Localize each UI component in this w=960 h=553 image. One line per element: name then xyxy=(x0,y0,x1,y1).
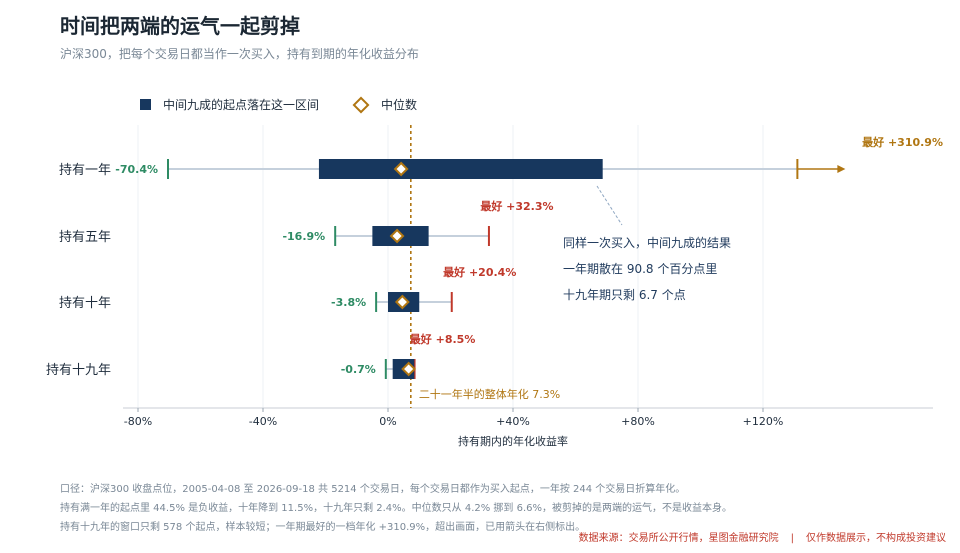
annotation-text: 十九年期只剩 6.7 个点 xyxy=(563,288,686,302)
median-diamond xyxy=(394,294,410,310)
disclaimer-text: 仅作数据展示，不构成投资建议 xyxy=(806,533,946,544)
median-diamond xyxy=(393,161,409,177)
min-value-label: -0.7% xyxy=(341,363,376,376)
source-separator: | xyxy=(790,533,794,544)
legend-median-label: 中位数 xyxy=(381,98,418,112)
max-value-label: 最好 +32.3% xyxy=(480,199,553,213)
min-value-label: -16.9% xyxy=(282,230,325,243)
source-text: 数据来源：交易所公开行情，星图金融研究院 xyxy=(578,533,779,544)
footnote-2: 持有满一年的起点里 44.5% 是负收益，十年降到 11.5%，十九年只剩 2.… xyxy=(60,503,733,514)
x-tick-label: 0% xyxy=(379,415,396,428)
legend-item-box: 中间九成的起点落在这一区间 xyxy=(140,96,319,113)
footnote-1: 口径：沪深300 收盘点位，2005-04-08 至 2026-09-18 共 … xyxy=(60,484,686,495)
median-diamond xyxy=(401,361,417,377)
x-axis-label: 持有期内的年化收益率 xyxy=(458,434,568,448)
x-tick-label: +120% xyxy=(743,415,784,428)
x-tick-label: +40% xyxy=(496,415,530,428)
footnote-3: 持有十九年的窗口只剩 578 个起点，样本较短；一年期最好的一档年化 +310.… xyxy=(60,522,586,533)
max-value-label: 最好 +310.9% xyxy=(862,135,943,149)
category-label: 持有五年 xyxy=(59,230,111,245)
category-label: 持有一年 xyxy=(59,163,111,178)
annotation-text: 同样一次买入，中间九成的结果 xyxy=(563,235,731,250)
legend-item-median: 中位数 xyxy=(352,96,418,113)
reference-line-label: 二十一年半的整体年化 7.3% xyxy=(419,387,560,401)
annotation-leader-line xyxy=(596,185,623,226)
max-value-label: 最好 +20.4% xyxy=(443,265,516,279)
x-tick-label: -40% xyxy=(249,415,277,428)
min-value-label: -3.8% xyxy=(331,296,366,309)
overflow-arrow-icon xyxy=(837,165,846,173)
legend-box-swatch xyxy=(140,99,151,110)
chart-title: 时间把两端的运气一起剪掉 xyxy=(60,14,300,38)
legend: 中间九成的起点落在这一区间 中位数 xyxy=(140,96,453,113)
x-tick-label: +80% xyxy=(621,415,655,428)
iqr-box xyxy=(318,159,603,179)
max-value-label: 最好 +8.5% xyxy=(410,332,476,346)
category-label: 持有十年 xyxy=(59,296,111,311)
category-label: 持有十九年 xyxy=(46,363,111,378)
chart-subtitle: 沪深300，把每个交易日都当作一次买入，持有到期的年化收益分布 xyxy=(60,47,419,61)
legend-box-label: 中间九成的起点落在这一区间 xyxy=(163,98,320,112)
annotation-text: 一年期散在 90.8 个百分点里 xyxy=(563,261,717,276)
x-tick-label: -80% xyxy=(124,415,152,428)
median-diamond xyxy=(389,228,405,244)
source-line: 数据来源：交易所公开行情，星图金融研究院 | 仅作数据展示，不构成投资建议 xyxy=(579,529,946,544)
min-value-label: -70.4% xyxy=(115,163,158,176)
